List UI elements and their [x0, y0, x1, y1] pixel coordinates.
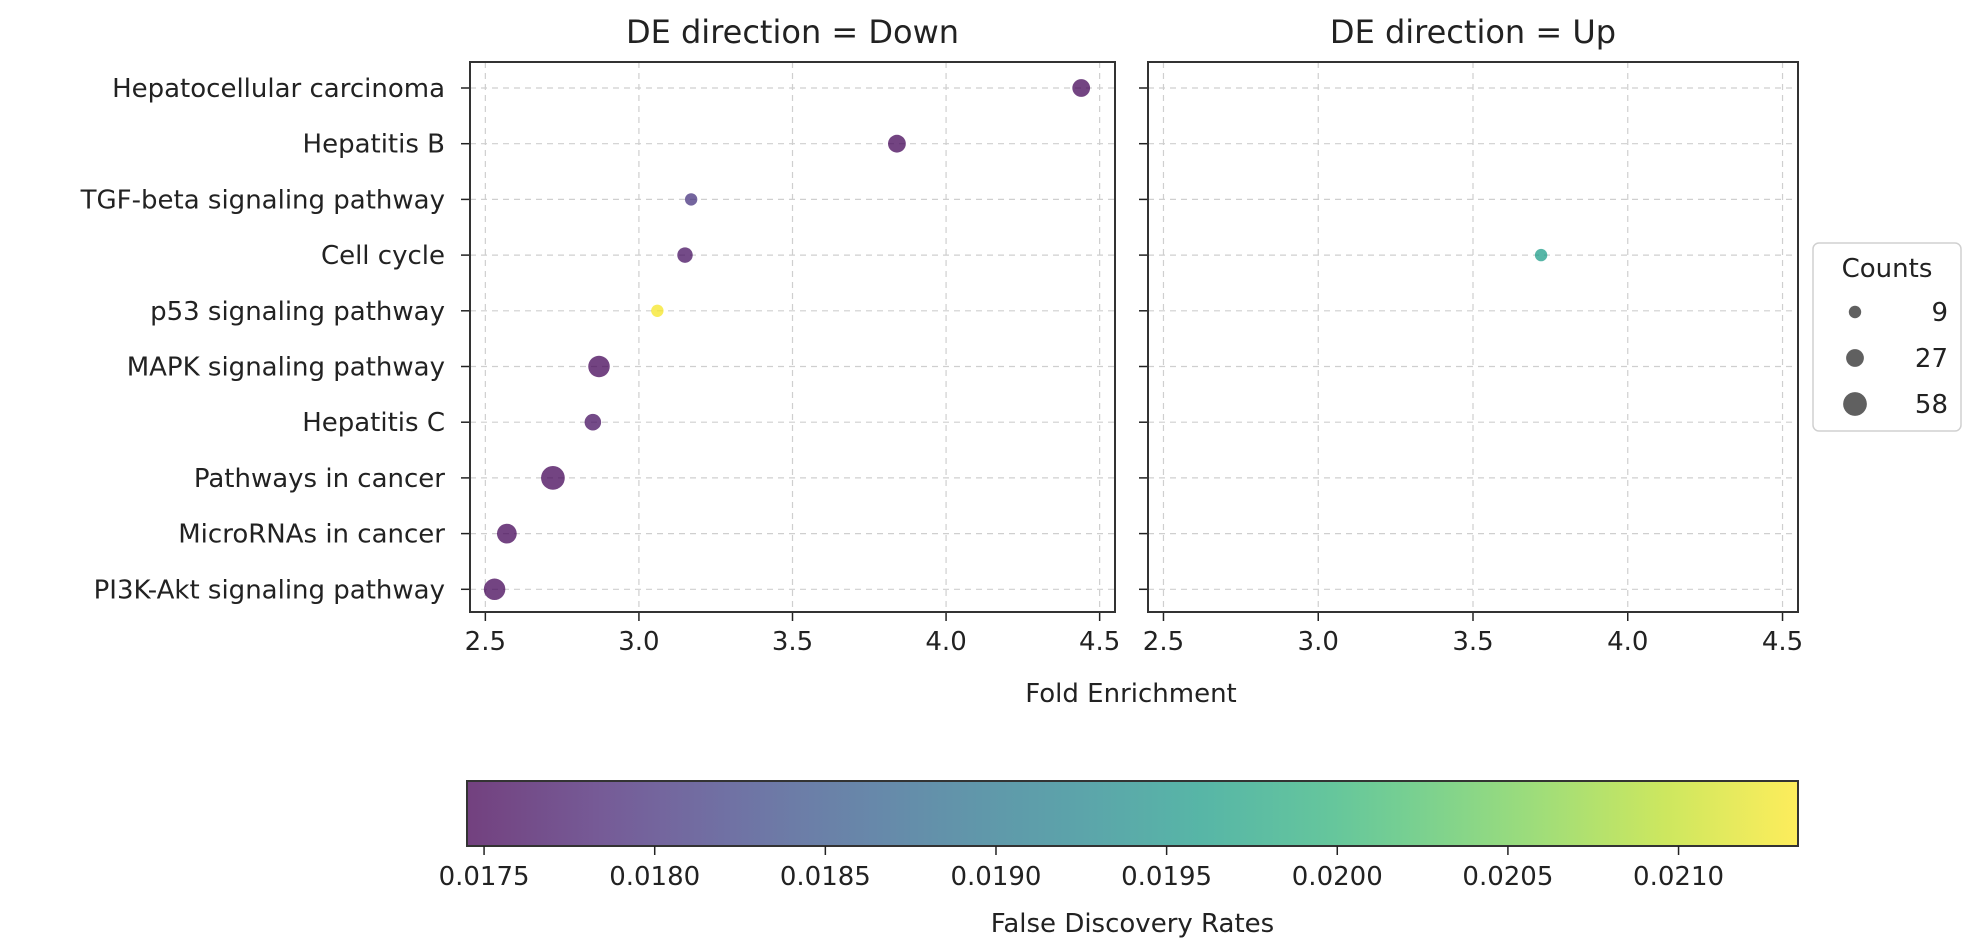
data-point-pathways-in-cancer — [541, 466, 565, 490]
category-label-hepatitis-b: Hepatitis B — [303, 130, 445, 160]
legend-label: 58 — [1915, 390, 1948, 420]
colorbar-tick-label: 0.0175 — [439, 862, 530, 892]
colorbar-tick-label: 0.0185 — [780, 862, 871, 892]
category-label-tgf-beta-signaling-pathway: TGF-beta signaling pathway — [80, 185, 445, 215]
colorbar-tick-label: 0.0210 — [1633, 862, 1724, 892]
legend-marker — [1843, 392, 1867, 416]
data-point-cell-cycle — [677, 247, 693, 263]
x-tick-label: 2.5 — [1143, 627, 1184, 657]
panel-2: 2.5 3.0 3.5 4.0 4.5 DE direction = Up — [1139, 13, 1803, 657]
legend-marker — [1846, 349, 1864, 367]
x-tick-label: 3.0 — [618, 627, 659, 657]
data-point-hepatitis-b — [888, 134, 906, 153]
panel-title: DE direction = Down — [626, 13, 959, 51]
data-point-mapk-signaling-pathway — [588, 355, 610, 378]
category-label-p53-signaling-pathway: p53 signaling pathway — [150, 297, 445, 327]
data-point-cell-cycle — [1534, 248, 1548, 262]
x-tick-label: 3.0 — [1298, 627, 1339, 657]
category-label-hepatocellular-carcinoma: Hepatocellular carcinoma — [112, 74, 445, 104]
colorbar: 0.0175 0.0180 0.0185 0.0190 0.0195 0.0200 0.02… — [439, 780, 1799, 939]
colorbar-frame — [466, 780, 1799, 847]
legend-title: Counts — [1842, 254, 1933, 284]
x-tick-label: 4.0 — [925, 627, 966, 657]
data-point-tgf-beta-signaling-pathway — [684, 193, 698, 206]
colorbar-tick-label: 0.0195 — [1121, 862, 1212, 892]
x-tick-label: 4.0 — [1607, 627, 1648, 657]
plot-frame — [469, 61, 1116, 613]
data-point-hepatocellular-carcinoma — [1072, 79, 1091, 97]
legend-box — [1812, 242, 1962, 432]
x-tick-label: 3.5 — [1452, 627, 1493, 657]
x-tick-label: 4.5 — [1079, 627, 1120, 657]
panels-layer: 2.5 3.0 3.5 4.0 4.5 DE direction = Down 2.5 3.0… — [461, 13, 1803, 657]
data-point-pi3k-akt-signaling-pathway — [483, 578, 506, 601]
colorbar-tick-label: 0.0205 — [1462, 862, 1553, 892]
category-label-pi3k-akt-signaling-pathway: PI3K-Akt signaling pathway — [94, 575, 445, 605]
panel-title: DE direction = Up — [1330, 13, 1616, 51]
category-label-hepatitis-c: Hepatitis C — [302, 408, 445, 438]
legend-label: 9 — [1931, 298, 1948, 328]
plot-frame — [1147, 61, 1799, 613]
data-point-p53-signaling-pathway — [651, 304, 664, 317]
colorbar-tick-label: 0.0180 — [609, 862, 700, 892]
colorbar-label: False Discovery Rates — [991, 909, 1274, 939]
panel-1: 2.5 3.0 3.5 4.0 4.5 DE direction = Down — [461, 13, 1120, 657]
legend-marker — [1848, 305, 1862, 319]
size-legend: Counts 9 27 58 — [1812, 242, 1962, 432]
colorbar-gradient — [467, 781, 1798, 846]
legend-label: 27 — [1915, 344, 1948, 374]
category-label-micrornas-in-cancer: MicroRNAs in cancer — [178, 520, 445, 550]
x-axis-label: Fold Enrichment — [1025, 679, 1237, 709]
data-point-micrornas-in-cancer — [496, 523, 517, 544]
x-tick-label: 2.5 — [465, 627, 506, 657]
category-labels: Hepatocellular carcinoma Hepatitis B TGF-b… — [80, 74, 446, 605]
category-label-pathways-in-cancer: Pathways in cancer — [194, 464, 445, 494]
category-label-cell-cycle: Cell cycle — [321, 241, 445, 271]
colorbar-tick-label: 0.0200 — [1292, 862, 1383, 892]
data-point-hepatitis-c — [584, 413, 602, 431]
category-label-mapk-signaling-pathway: MAPK signaling pathway — [127, 353, 445, 383]
colorbar-tick-label: 0.0190 — [950, 862, 1041, 892]
x-tick-label: 3.5 — [772, 627, 813, 657]
x-tick-label: 4.5 — [1762, 627, 1803, 657]
